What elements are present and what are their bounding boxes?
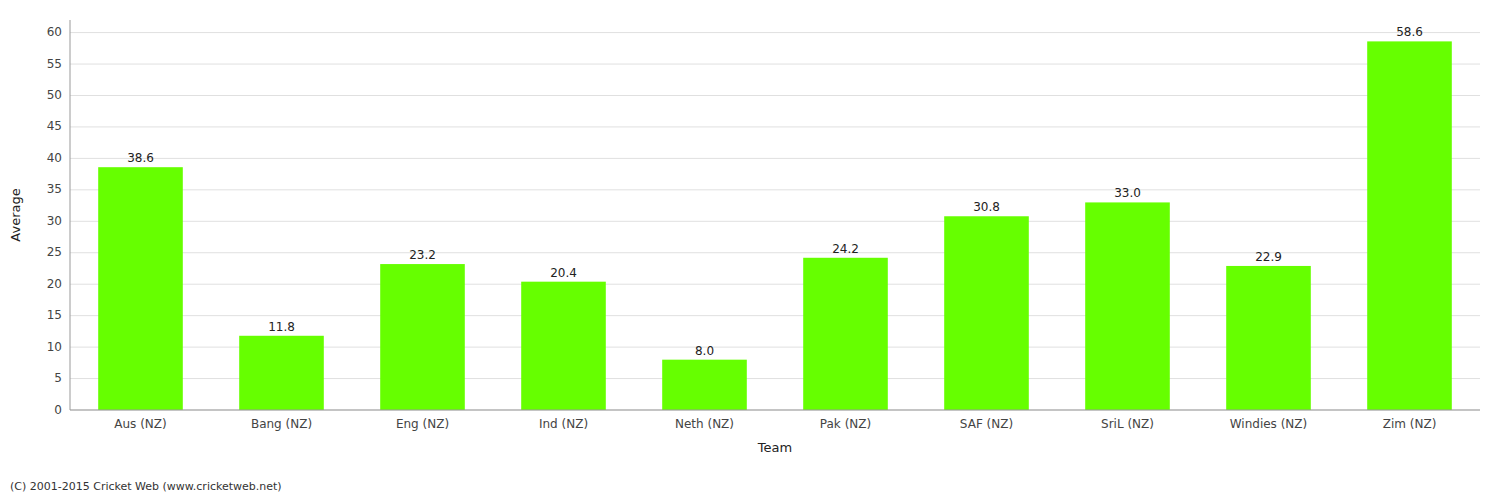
grid-line [70, 126, 1480, 127]
data-label: 24.2 [832, 242, 859, 256]
y-tick-label: 10 [47, 340, 62, 354]
grid-line [70, 95, 1480, 96]
y-tick-label: 15 [47, 308, 62, 322]
bars [98, 41, 1452, 410]
bar [803, 258, 888, 410]
x-tick-label: Pak (NZ) [820, 417, 871, 431]
chart-svg: 0 5 10 15 20 25 30 35 40 45 50 55 60 38.6 11.8 23.2 20.4… [0, 0, 1500, 500]
grid [70, 33, 1480, 410]
x-tick-label: SriL (NZ) [1101, 417, 1154, 431]
data-label: 38.6 [127, 151, 154, 165]
bar [1085, 202, 1170, 410]
y-tick-label: 0 [54, 403, 62, 417]
grid-line [70, 64, 1480, 65]
grid-line [70, 221, 1480, 222]
x-axis: Aus (NZ) Bang (NZ) Eng (NZ) Ind (NZ) Neth (N… [70, 410, 1480, 431]
y-axis: 0 5 10 15 20 25 30 35 40 45 50 55 60 [47, 20, 70, 417]
grid-line [70, 32, 1480, 33]
bar [239, 336, 324, 410]
footer-note: (C) 2001-2015 Cricket Web (www.cricketwe… [10, 480, 282, 493]
grid-line [70, 410, 1480, 411]
data-label: 8.0 [695, 344, 714, 358]
bar [98, 167, 183, 410]
data-label: 33.0 [1114, 186, 1141, 200]
x-tick-label: Neth (NZ) [675, 417, 734, 431]
y-tick-label: 35 [47, 182, 62, 196]
y-tick-label: 55 [47, 57, 62, 71]
y-tick-label: 40 [47, 151, 62, 165]
data-label: 11.8 [268, 320, 295, 334]
x-tick-label: Eng (NZ) [396, 417, 449, 431]
y-tick-label: 25 [47, 245, 62, 259]
y-tick-label: 50 [47, 88, 62, 102]
x-tick-label: Bang (NZ) [251, 417, 312, 431]
x-axis-title: Team [757, 440, 792, 455]
chart-container: 0 5 10 15 20 25 30 35 40 45 50 55 60 38.6 11.8 23.2 20.4… [0, 0, 1500, 500]
y-axis-line [70, 20, 71, 410]
y-tick-label: 45 [47, 119, 62, 133]
bar [1226, 266, 1311, 410]
x-tick-label: Aus (NZ) [114, 417, 166, 431]
data-label: 22.9 [1255, 250, 1282, 264]
bar [1367, 41, 1452, 410]
data-labels: 38.6 11.8 23.2 20.4 8.0 24.2 30.8 33.0 22.9 58.6 [127, 25, 1423, 357]
bar [380, 264, 465, 410]
x-tick-label: Ind (NZ) [539, 417, 588, 431]
data-label: 23.2 [409, 248, 436, 262]
bar [521, 282, 606, 410]
data-label: 30.8 [973, 200, 1000, 214]
grid-line [70, 158, 1480, 159]
y-tick-label: 60 [47, 25, 62, 39]
data-label: 20.4 [550, 266, 577, 280]
x-tick-label: SAF (NZ) [960, 417, 1013, 431]
grid-line [70, 189, 1480, 190]
x-tick-label: Zim (NZ) [1383, 417, 1437, 431]
x-tick-label: Windies (NZ) [1230, 417, 1308, 431]
data-label: 58.6 [1396, 25, 1423, 39]
y-tick-label: 20 [47, 277, 62, 291]
y-tick-label: 5 [54, 371, 62, 385]
y-tick-label: 30 [47, 214, 62, 228]
bar [662, 360, 747, 410]
bar [944, 216, 1029, 410]
y-axis-title: Average [8, 188, 23, 241]
x-axis-line [70, 410, 1480, 411]
